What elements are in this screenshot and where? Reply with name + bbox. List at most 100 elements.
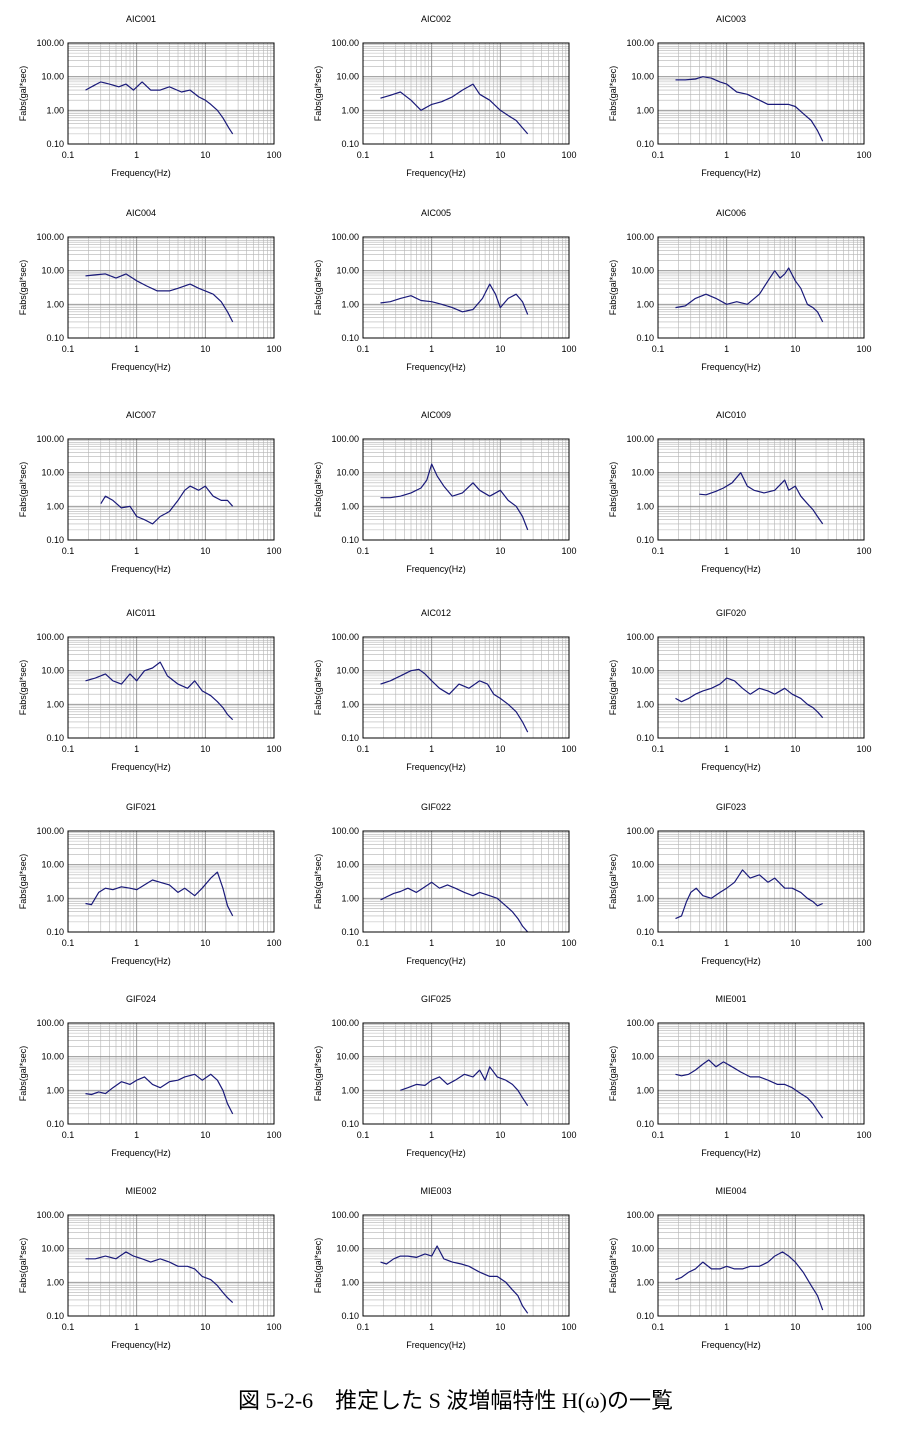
x-tick-label: 100 bbox=[856, 1130, 871, 1140]
x-tick-label: 0.1 bbox=[357, 150, 370, 160]
x-tick-label: 1 bbox=[134, 546, 139, 556]
x-tick-label: 100 bbox=[856, 546, 871, 556]
y-tick-label: 0.10 bbox=[46, 733, 64, 743]
x-tick-label: 1 bbox=[724, 938, 729, 948]
y-tick-label: 0.10 bbox=[46, 1311, 64, 1321]
y-axis-label: Fabs(gal*sec) bbox=[18, 66, 28, 122]
x-tick-label: 100 bbox=[561, 344, 576, 354]
chart-svg: 0.1 1 10 100 0.10 1.00 10.00 100.00 MIE003 Freque… bbox=[313, 1186, 577, 1350]
chart-panel-aic006: 0.1 1 10 100 0.10 1.00 10.00 100.00 AIC006 Freque… bbox=[590, 194, 880, 384]
x-tick-label: 0.1 bbox=[62, 1322, 75, 1332]
y-tick-label: 100.00 bbox=[626, 1018, 654, 1028]
x-tick-label: 100 bbox=[856, 150, 871, 160]
chart-title: MIE001 bbox=[715, 994, 746, 1004]
series-line bbox=[85, 871, 234, 917]
x-tick-label: 0.1 bbox=[357, 1130, 370, 1140]
chart-panel-aic003: 0.1 1 10 100 0.10 1.00 10.00 100.00 AIC003 Freque… bbox=[590, 0, 880, 190]
x-tick-label: 10 bbox=[200, 938, 210, 948]
x-tick-label: 0.1 bbox=[62, 744, 75, 754]
x-tick-label: 10 bbox=[790, 744, 800, 754]
chart-title: AIC012 bbox=[421, 608, 451, 618]
plot-frame bbox=[67, 236, 275, 339]
y-tick-label: 100.00 bbox=[331, 826, 359, 836]
plot-frame bbox=[362, 1022, 570, 1125]
y-axis-label: Fabs(gal*sec) bbox=[313, 854, 323, 910]
chart-panel-gif020: 0.1 1 10 100 0.10 1.00 10.00 100.00 GIF020 Freque… bbox=[590, 594, 880, 784]
x-tick-label: 100 bbox=[561, 1130, 576, 1140]
y-axis-label: Fabs(gal*sec) bbox=[18, 260, 28, 316]
x-axis-label: Frequency(Hz) bbox=[701, 956, 761, 966]
chart-title: AIC011 bbox=[126, 608, 155, 618]
x-axis-label: Frequency(Hz) bbox=[701, 362, 761, 372]
y-tick-label: 1.00 bbox=[46, 1085, 64, 1095]
plot-frame bbox=[362, 236, 570, 339]
gridlines bbox=[67, 236, 275, 339]
y-tick-label: 10.00 bbox=[336, 1052, 359, 1062]
plot-frame bbox=[67, 636, 275, 739]
y-tick-label: 10.00 bbox=[631, 72, 654, 82]
y-tick-label: 0.10 bbox=[636, 733, 654, 743]
chart-panel-mie001: 0.1 1 10 100 0.10 1.00 10.00 100.00 MIE001 Freque… bbox=[590, 980, 880, 1170]
chart-svg: 0.1 1 10 100 0.10 1.00 10.00 100.00 MIE004 Freque… bbox=[608, 1186, 872, 1350]
x-tick-label: 0.1 bbox=[652, 150, 665, 160]
y-axis-label: Fabs(gal*sec) bbox=[313, 1046, 323, 1102]
plot-frame bbox=[657, 42, 865, 145]
x-tick-label: 100 bbox=[266, 1130, 281, 1140]
gridlines bbox=[67, 830, 275, 933]
y-axis-label: Fabs(gal*sec) bbox=[313, 1238, 323, 1294]
y-tick-label: 0.10 bbox=[636, 1119, 654, 1129]
series-line bbox=[85, 1251, 234, 1304]
x-tick-label: 0.1 bbox=[62, 1130, 75, 1140]
chart-title: MIE004 bbox=[715, 1186, 746, 1196]
y-tick-label: 1.00 bbox=[636, 105, 654, 115]
chart-title: AIC001 bbox=[126, 14, 156, 24]
x-tick-label: 10 bbox=[790, 1130, 800, 1140]
y-tick-label: 0.10 bbox=[46, 139, 64, 149]
chart-svg: 0.1 1 10 100 0.10 1.00 10.00 100.00 GIF024 Freque… bbox=[18, 994, 282, 1158]
y-tick-label: 1.00 bbox=[636, 893, 654, 903]
plot-frame bbox=[67, 830, 275, 933]
x-tick-label: 10 bbox=[200, 744, 210, 754]
chart-title: AIC002 bbox=[421, 14, 451, 24]
y-tick-label: 0.10 bbox=[636, 535, 654, 545]
chart-svg: 0.1 1 10 100 0.10 1.00 10.00 100.00 MIE002 Freque… bbox=[18, 1186, 282, 1350]
x-axis-label: Frequency(Hz) bbox=[701, 762, 761, 772]
y-tick-label: 0.10 bbox=[341, 1311, 359, 1321]
y-tick-label: 1.00 bbox=[341, 501, 359, 511]
x-tick-label: 100 bbox=[266, 1322, 281, 1332]
y-tick-label: 10.00 bbox=[336, 72, 359, 82]
x-tick-label: 10 bbox=[790, 344, 800, 354]
chart-panel-aic001: 0.1 1 10 100 0.10 1.00 10.00 100.00 AIC001 Freque… bbox=[0, 0, 290, 190]
chart-svg: 0.1 1 10 100 0.10 1.00 10.00 100.00 GIF021 Freque… bbox=[18, 802, 282, 966]
y-tick-label: 100.00 bbox=[36, 1210, 64, 1220]
chart-title: GIF021 bbox=[126, 802, 156, 812]
chart-panel-aic010: 0.1 1 10 100 0.10 1.00 10.00 100.00 AIC010 Freque… bbox=[590, 396, 880, 586]
x-tick-label: 100 bbox=[266, 546, 281, 556]
plot-frame bbox=[657, 438, 865, 541]
x-tick-label: 1 bbox=[429, 150, 434, 160]
y-tick-label: 10.00 bbox=[336, 1244, 359, 1254]
plot-frame bbox=[657, 636, 865, 739]
y-tick-label: 1.00 bbox=[341, 1085, 359, 1095]
y-axis-label: Fabs(gal*sec) bbox=[608, 854, 618, 910]
chart-title: GIF022 bbox=[421, 802, 451, 812]
y-tick-label: 10.00 bbox=[41, 666, 64, 676]
x-tick-label: 100 bbox=[266, 744, 281, 754]
y-tick-label: 0.10 bbox=[341, 1119, 359, 1129]
chart-panel-gif022: 0.1 1 10 100 0.10 1.00 10.00 100.00 GIF022 Freque… bbox=[295, 788, 585, 978]
x-tick-label: 100 bbox=[561, 938, 576, 948]
x-tick-label: 0.1 bbox=[652, 744, 665, 754]
x-tick-label: 1 bbox=[429, 938, 434, 948]
gridlines bbox=[657, 236, 865, 339]
chart-panel-gif024: 0.1 1 10 100 0.10 1.00 10.00 100.00 GIF024 Freque… bbox=[0, 980, 290, 1170]
chart-svg: 0.1 1 10 100 0.10 1.00 10.00 100.00 AIC005 Freque… bbox=[313, 208, 577, 372]
x-tick-label: 0.1 bbox=[62, 344, 75, 354]
y-tick-label: 0.10 bbox=[341, 927, 359, 937]
y-tick-label: 1.00 bbox=[636, 1277, 654, 1287]
chart-svg: 0.1 1 10 100 0.10 1.00 10.00 100.00 AIC004 Freque… bbox=[18, 208, 282, 372]
gridlines bbox=[362, 1022, 570, 1125]
y-axis-label: Fabs(gal*sec) bbox=[313, 66, 323, 122]
chart-panel-mie002: 0.1 1 10 100 0.10 1.00 10.00 100.00 MIE002 Freque… bbox=[0, 1172, 290, 1362]
x-axis-label: Frequency(Hz) bbox=[111, 1148, 171, 1158]
x-axis-label: Frequency(Hz) bbox=[701, 168, 761, 178]
